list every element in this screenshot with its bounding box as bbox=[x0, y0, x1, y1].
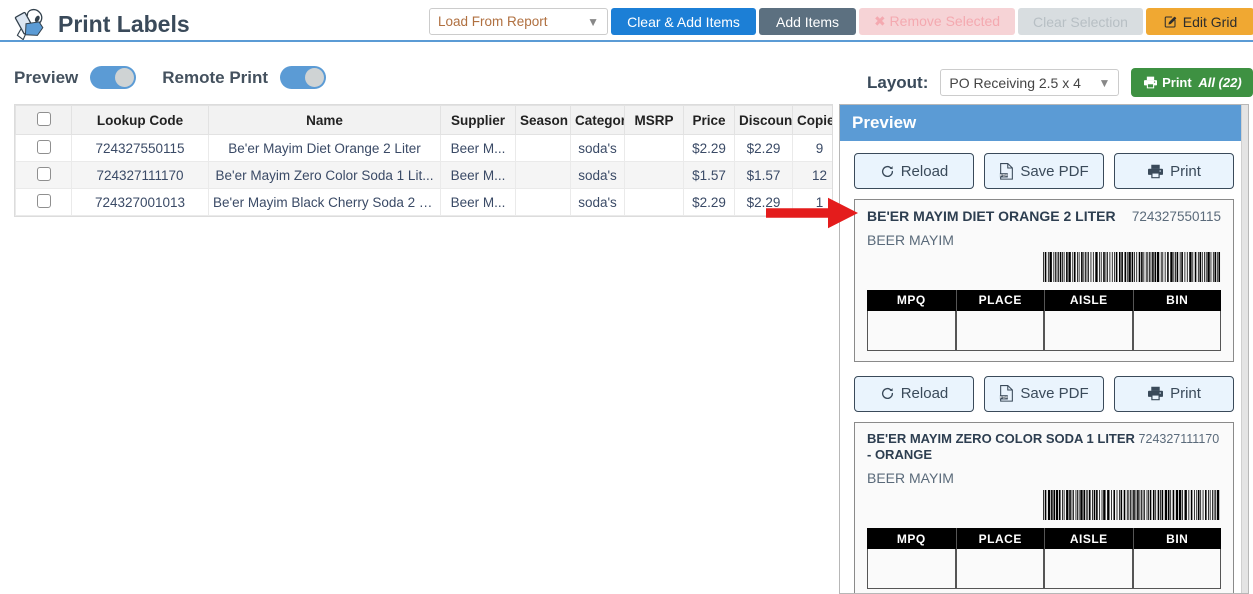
svg-text:PDF: PDF bbox=[1000, 173, 1008, 177]
svg-text:PDF: PDF bbox=[1000, 395, 1008, 399]
